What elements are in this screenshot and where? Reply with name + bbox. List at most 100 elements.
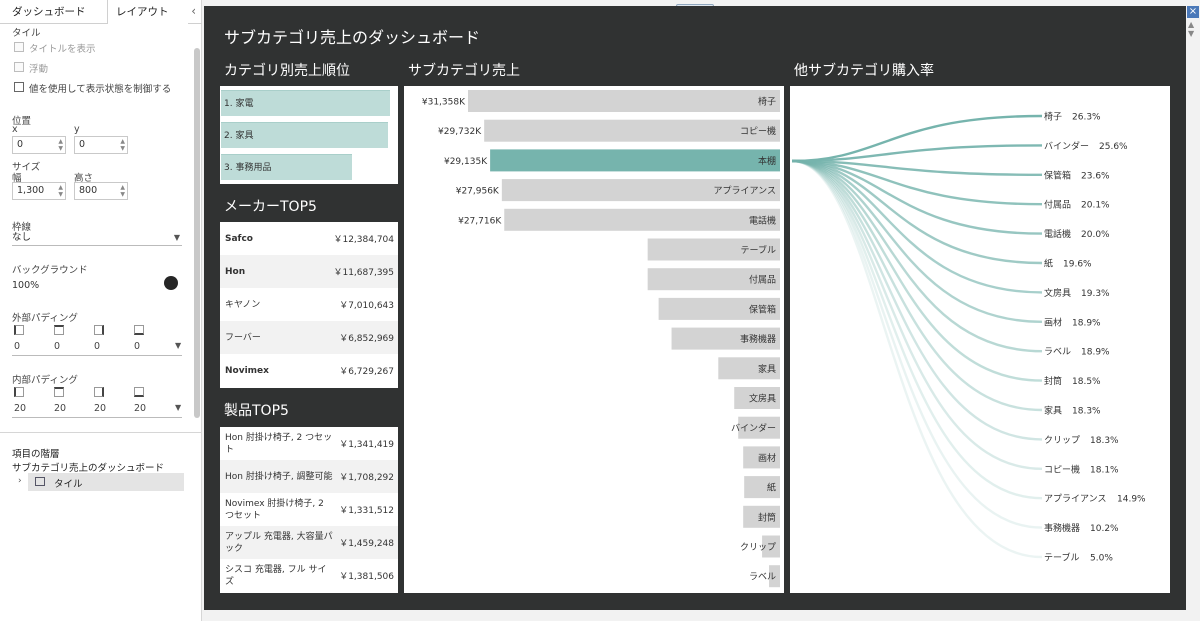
table-row[interactable]: シスコ 充電器, フル サイズ ￥1,381,506 (220, 559, 398, 592)
outer-padding-bottom[interactable]: 0 (134, 341, 141, 352)
flow-line-10[interactable] (791, 159, 1043, 412)
bar-11[interactable] (738, 416, 780, 439)
bar-0[interactable] (468, 90, 780, 112)
outer-padding-left[interactable]: 0 (14, 341, 21, 352)
flow-category-label: 紙 (1044, 258, 1053, 270)
flow-line-2[interactable] (791, 159, 1043, 176)
bar-8[interactable] (671, 327, 780, 350)
border-value: なし (12, 232, 32, 243)
flow-line-11[interactable] (791, 159, 1043, 441)
subcat-sales-chart: 椅子 ¥31,358K コピー機 ¥29,732K 本棚 ¥29,135K アプライアンス ¥… (422, 90, 780, 588)
flow-value-label: 23.6% (1081, 171, 1110, 181)
bar-10[interactable] (734, 387, 780, 409)
y-label: y (74, 124, 80, 135)
flow-line-0[interactable] (791, 114, 1043, 163)
chevron-right-icon[interactable]: › (18, 476, 22, 486)
table-row[interactable]: Hon 肘掛け椅子, 2 つセット ￥1,341,419 (220, 427, 398, 460)
bar-5[interactable] (647, 238, 780, 261)
bar-value-label: ¥27,956K (456, 187, 500, 197)
caret-down-icon[interactable]: ▼ (175, 403, 182, 412)
height-input[interactable]: 800 ▲ ▼ (74, 182, 128, 200)
background-opacity[interactable]: 100% (12, 278, 157, 294)
outer-padding-right[interactable]: 0 (94, 341, 101, 352)
tab-layout[interactable]: レイアウト (108, 0, 188, 24)
bar-3[interactable] (501, 179, 780, 202)
padding-bottom-icon[interactable] (134, 387, 144, 397)
bar-12[interactable] (743, 446, 780, 469)
inner-padding-top[interactable]: 20 (54, 403, 67, 414)
bar-9[interactable] (718, 357, 780, 380)
bar-2[interactable] (490, 149, 780, 172)
chevron-left-icon[interactable]: ‹ (191, 4, 196, 18)
panel-scrollbar[interactable] (194, 48, 200, 418)
bar-7[interactable] (658, 297, 780, 320)
bar-4[interactable] (504, 208, 780, 231)
border-dropdown[interactable]: なし ▼ (12, 230, 182, 246)
bar-13[interactable] (744, 476, 780, 499)
height-value: 800 (79, 185, 98, 196)
table-row[interactable]: フーバー ￥6,852,969 (220, 321, 398, 354)
background-color-swatch[interactable] (164, 276, 178, 290)
padding-left-icon[interactable] (14, 325, 24, 335)
table-row[interactable]: Novimex 肘掛け椅子, 2 つセット ￥1,331,512 (220, 493, 398, 526)
hierarchy-root[interactable]: サブカテゴリ売上のダッシュボード (12, 463, 165, 474)
flow-line-4[interactable] (791, 159, 1043, 235)
flow-line-15[interactable] (791, 159, 1043, 559)
bar-6[interactable] (647, 268, 780, 291)
flow-line-13[interactable] (791, 159, 1043, 500)
flow-line-9[interactable] (791, 159, 1043, 382)
table-row[interactable]: Novimex ￥6,729,267 (220, 354, 398, 387)
inner-padding-bottom[interactable]: 20 (134, 403, 147, 414)
width-input[interactable]: 1,300 ▲ ▼ (12, 182, 66, 200)
x-input[interactable]: 0 ▲ ▼ (12, 136, 66, 154)
table-row[interactable]: キヤノン ￥7,010,643 (220, 288, 398, 321)
flow-line-3[interactable] (791, 159, 1043, 206)
spin-arrows-icon[interactable]: ▲ ▼ (58, 184, 63, 198)
hierarchy-tile-item[interactable]: タイル (28, 473, 184, 491)
inner-padding-left[interactable]: 20 (14, 403, 27, 414)
table-row[interactable]: アップル 充電器, 大容量パック ￥1,459,248 (220, 526, 398, 559)
caret-down-icon[interactable]: ▼ (175, 341, 182, 350)
scroll-arrows-icon[interactable]: ▲ ▼ (1188, 20, 1195, 38)
category-bar-3[interactable]: 3. 事務用品 (221, 154, 352, 180)
control-visibility-checkbox[interactable] (14, 82, 24, 92)
inner-padding-right[interactable]: 20 (94, 403, 107, 414)
table-row[interactable]: Hon 肘掛け椅子, 調整可能 ￥1,708,292 (220, 460, 398, 493)
y-input[interactable]: 0 ▲ ▼ (74, 136, 128, 154)
padding-top-icon[interactable] (54, 325, 64, 335)
flow-line-7[interactable] (791, 159, 1043, 323)
flow-line-1[interactable] (791, 144, 1043, 163)
flow-line-8[interactable] (791, 159, 1043, 353)
bar-category-label: 本棚 (758, 155, 776, 167)
bar-16[interactable] (769, 565, 780, 588)
padding-right-icon[interactable] (94, 325, 104, 335)
padding-bottom-icon[interactable] (134, 325, 144, 335)
bar-14[interactable] (743, 505, 780, 528)
outer-padding-label: 外部パディング (12, 313, 78, 324)
table-row[interactable]: Safco ￥12,384,704 (220, 222, 398, 255)
control-visibility-label: 値を使用して表示状態を制御する (29, 84, 172, 95)
spin-arrows-icon[interactable]: ▲ ▼ (120, 138, 125, 152)
flow-category-label: 事務機器 (1044, 522, 1080, 534)
padding-right-icon[interactable] (94, 387, 104, 397)
close-icon[interactable]: × (1187, 6, 1199, 18)
category-bar-1[interactable]: 1. 家電 (221, 90, 390, 116)
bar-category-label: 電話機 (749, 214, 776, 226)
tab-dashboard[interactable]: ダッシュボード (0, 0, 108, 24)
show-title-checkbox[interactable] (14, 42, 24, 52)
flow-line-14[interactable] (791, 159, 1043, 529)
bar-1[interactable] (484, 119, 780, 142)
background-label: バックグラウンド (12, 265, 88, 276)
padding-left-icon[interactable] (14, 387, 24, 397)
outer-padding-top[interactable]: 0 (54, 341, 61, 352)
spin-arrows-icon[interactable]: ▲ ▼ (120, 184, 125, 198)
spin-arrows-icon[interactable]: ▲ ▼ (58, 138, 63, 152)
padding-top-icon[interactable] (54, 387, 64, 397)
bar-15[interactable] (762, 535, 780, 558)
flow-value-label: 18.9% (1081, 348, 1110, 358)
flow-category-label: 椅子 (1044, 111, 1062, 123)
category-bar-2[interactable]: 2. 家具 (221, 122, 388, 148)
flow-line-12[interactable] (791, 159, 1043, 470)
floating-checkbox[interactable] (14, 62, 24, 72)
table-row[interactable]: Hon ￥11,687,395 (220, 255, 398, 288)
